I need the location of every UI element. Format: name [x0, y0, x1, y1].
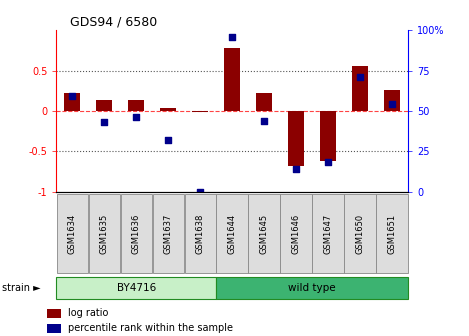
Point: [165, 137, 172, 142]
Text: GSM1644: GSM1644: [227, 213, 237, 254]
Text: GSM1650: GSM1650: [356, 213, 364, 254]
FancyBboxPatch shape: [184, 194, 216, 273]
FancyBboxPatch shape: [249, 194, 280, 273]
Point: [228, 34, 236, 39]
Text: GSM1635: GSM1635: [100, 213, 109, 254]
Bar: [96, 99, 112, 111]
FancyBboxPatch shape: [56, 277, 216, 299]
FancyBboxPatch shape: [57, 194, 88, 273]
Bar: [256, 93, 272, 111]
Text: GSM1645: GSM1645: [260, 213, 269, 254]
Point: [100, 120, 108, 125]
FancyBboxPatch shape: [376, 194, 408, 273]
FancyBboxPatch shape: [152, 194, 184, 273]
Bar: [224, 48, 240, 111]
Point: [132, 115, 140, 120]
Bar: [192, 111, 208, 113]
Bar: [47, 308, 61, 318]
Text: log ratio: log ratio: [68, 308, 108, 318]
Text: GSM1634: GSM1634: [68, 213, 77, 254]
Text: GSM1636: GSM1636: [132, 213, 141, 254]
Text: GDS94 / 6580: GDS94 / 6580: [70, 15, 158, 29]
Point: [388, 102, 396, 107]
Text: strain ►: strain ►: [2, 283, 41, 293]
Bar: [384, 90, 400, 111]
Text: percentile rank within the sample: percentile rank within the sample: [68, 323, 233, 333]
Text: wild type: wild type: [288, 283, 336, 293]
Text: GSM1637: GSM1637: [164, 213, 173, 254]
Point: [356, 74, 364, 80]
Bar: [160, 108, 176, 111]
Bar: [64, 93, 80, 111]
FancyBboxPatch shape: [344, 194, 376, 273]
FancyBboxPatch shape: [216, 277, 408, 299]
Bar: [352, 66, 368, 111]
FancyBboxPatch shape: [217, 194, 248, 273]
Point: [325, 160, 332, 165]
FancyBboxPatch shape: [312, 194, 344, 273]
Text: GSM1647: GSM1647: [324, 213, 333, 254]
Point: [197, 189, 204, 194]
Bar: [288, 111, 304, 166]
Text: BY4716: BY4716: [117, 283, 156, 293]
Bar: [47, 324, 61, 333]
Text: GSM1651: GSM1651: [387, 213, 397, 254]
FancyBboxPatch shape: [121, 194, 152, 273]
Text: GSM1638: GSM1638: [196, 213, 204, 254]
FancyBboxPatch shape: [280, 194, 312, 273]
Bar: [320, 111, 336, 161]
Text: GSM1646: GSM1646: [292, 213, 301, 254]
FancyBboxPatch shape: [89, 194, 120, 273]
Bar: [128, 100, 144, 111]
Point: [68, 94, 76, 99]
Point: [292, 166, 300, 172]
Point: [260, 118, 268, 123]
